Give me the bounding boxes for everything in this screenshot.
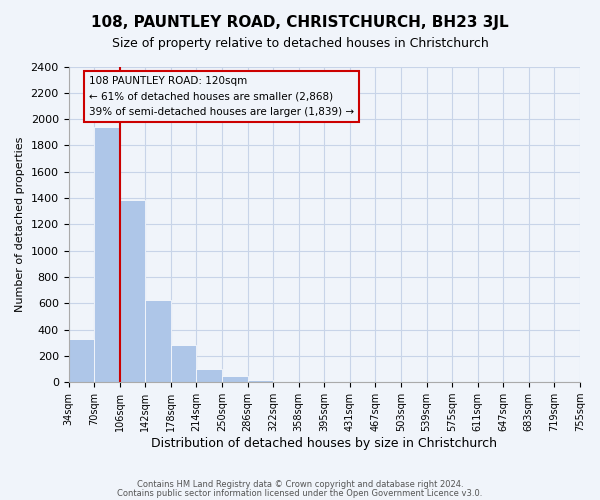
- Bar: [94, 127, 119, 382]
- Bar: [222, 376, 248, 382]
- X-axis label: Distribution of detached houses by size in Christchurch: Distribution of detached houses by size …: [151, 437, 497, 450]
- Text: 108 PAUNTLEY ROAD: 120sqm
← 61% of detached houses are smaller (2,868)
39% of se: 108 PAUNTLEY ROAD: 120sqm ← 61% of detac…: [89, 76, 354, 117]
- Bar: [196, 369, 222, 382]
- Bar: [248, 380, 273, 382]
- Text: Contains HM Land Registry data © Crown copyright and database right 2024.: Contains HM Land Registry data © Crown c…: [137, 480, 463, 489]
- Bar: [145, 300, 171, 382]
- Text: Contains public sector information licensed under the Open Government Licence v3: Contains public sector information licen…: [118, 488, 482, 498]
- Bar: [171, 344, 196, 382]
- Text: 108, PAUNTLEY ROAD, CHRISTCHURCH, BH23 3JL: 108, PAUNTLEY ROAD, CHRISTCHURCH, BH23 3…: [91, 15, 509, 30]
- Bar: [68, 340, 94, 382]
- Text: Size of property relative to detached houses in Christchurch: Size of property relative to detached ho…: [112, 38, 488, 51]
- Bar: [119, 200, 145, 382]
- Y-axis label: Number of detached properties: Number of detached properties: [15, 136, 25, 312]
